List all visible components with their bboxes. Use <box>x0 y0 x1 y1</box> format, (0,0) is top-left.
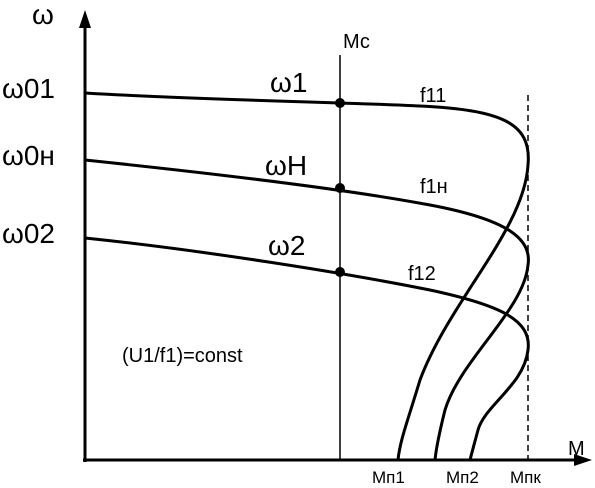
x-arrow <box>574 454 592 466</box>
y-label: ω0н <box>2 140 55 171</box>
x-label: Мпк <box>510 468 541 487</box>
note: (U1/f1)=const <box>122 345 243 367</box>
curve-f12 <box>84 236 530 461</box>
y-arrow <box>79 10 91 28</box>
mc-label: Мс <box>343 31 370 53</box>
point <box>335 267 345 277</box>
x-label: Мп1 <box>372 468 405 487</box>
point-label: ω1 <box>270 67 307 98</box>
point <box>335 98 345 108</box>
y-label: ω01 <box>2 73 55 104</box>
x-axis-label: M <box>568 438 585 460</box>
x-label: Мп2 <box>446 468 479 487</box>
y-axis-label: ω <box>32 0 54 30</box>
point-label: ω2 <box>268 230 305 261</box>
point-label: ωН <box>265 150 307 181</box>
curve-f1n <box>84 158 530 461</box>
curve-f11 <box>84 91 530 461</box>
point <box>335 183 345 193</box>
y-label: ω02 <box>2 218 55 249</box>
curve-label: f1н <box>420 176 448 198</box>
curve-label: f12 <box>408 263 436 285</box>
curve-label: f11 <box>420 85 446 107</box>
